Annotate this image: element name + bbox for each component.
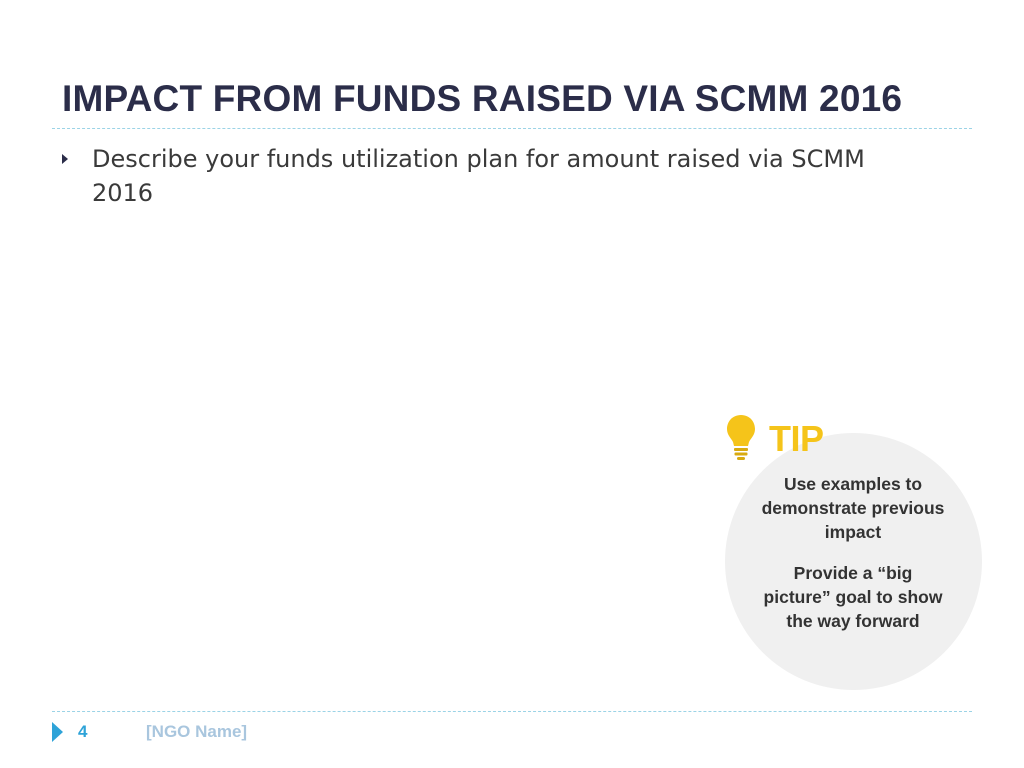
slide-title: IMPACT FROM FUNDS RAISED VIA SCMM 2016 xyxy=(62,78,903,119)
tip-label: TIP xyxy=(769,418,824,459)
footer-divider xyxy=(52,711,972,712)
lightbulb-icon xyxy=(727,415,755,460)
title-divider xyxy=(52,128,972,129)
tip-callout-circle xyxy=(725,433,982,690)
bullet-item: Describe your funds utilization plan for… xyxy=(62,142,882,210)
tip-text-big-picture: Provide a “big picture” goal to show the… xyxy=(763,563,943,631)
ngo-name-placeholder: [NGO Name] xyxy=(146,722,248,741)
bullet-arrow-icon xyxy=(62,154,68,164)
tip-text-examples: Use examples to demonstrate previous imp… xyxy=(761,474,945,542)
bullet-text: Describe your funds utilization plan for… xyxy=(92,145,865,207)
play-arrow-icon xyxy=(52,722,63,742)
page-number: 4 xyxy=(78,722,88,741)
